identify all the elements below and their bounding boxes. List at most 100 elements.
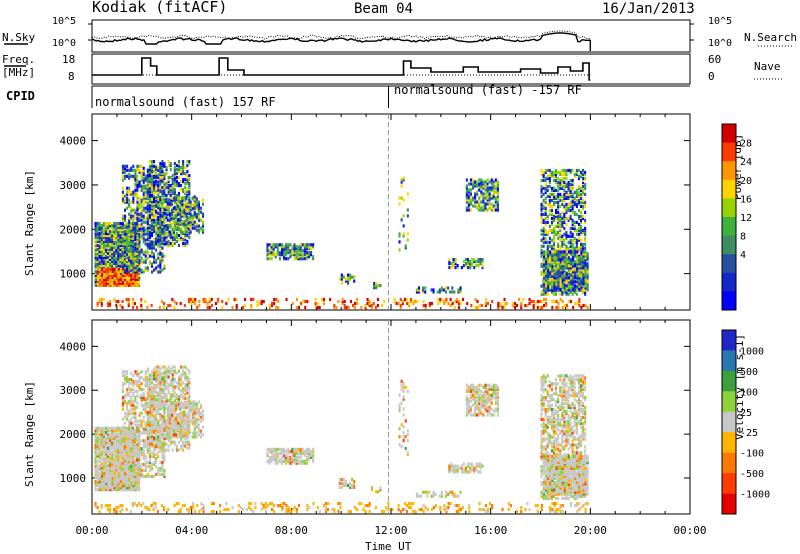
power-echo-cell bbox=[183, 204, 186, 208]
power-echo-cell bbox=[484, 301, 487, 306]
power-echo-cell bbox=[193, 213, 196, 217]
power-echo-cell bbox=[191, 215, 194, 219]
power-echo-cell bbox=[580, 214, 583, 218]
power-echo-cell bbox=[183, 210, 186, 214]
noise-search-line bbox=[91, 30, 591, 40]
power-echo-cell bbox=[128, 202, 131, 206]
power-echo-cell bbox=[155, 176, 158, 180]
power-echo-cell bbox=[151, 225, 154, 230]
velocity-echo-cell bbox=[97, 484, 100, 488]
power-echo-cell bbox=[144, 228, 147, 232]
power-echo-cell bbox=[494, 184, 497, 188]
power-echo-cell bbox=[570, 284, 573, 288]
power-echo-cell bbox=[101, 277, 104, 281]
power-echo-cell bbox=[445, 299, 448, 304]
power-echo-cell bbox=[138, 224, 141, 228]
power-echo-cell bbox=[557, 270, 560, 274]
power-echo-cell bbox=[402, 214, 405, 218]
power-echo-cell bbox=[136, 279, 139, 283]
power-echo-cell bbox=[582, 282, 585, 286]
power-echo-cell bbox=[549, 260, 552, 264]
velocity-echo-cell bbox=[119, 454, 122, 458]
power-echo-cell bbox=[550, 170, 553, 175]
velocity-echo-cell bbox=[117, 450, 120, 454]
power-echo-cell bbox=[178, 233, 181, 238]
power-echo-cell bbox=[167, 303, 170, 308]
power-echo-cell bbox=[584, 182, 587, 187]
power-echo-cell bbox=[121, 226, 124, 230]
power-echo-cell bbox=[113, 227, 116, 232]
power-echo-cell bbox=[586, 282, 589, 286]
power-echo-cell bbox=[128, 204, 131, 208]
power-echo-cell bbox=[548, 208, 551, 212]
power-echo-cell bbox=[569, 170, 572, 175]
power-echo-cell bbox=[113, 259, 116, 263]
power-echo-cell bbox=[187, 222, 190, 226]
power-echo-cell bbox=[175, 176, 178, 180]
power-echo-cell bbox=[186, 164, 189, 168]
power-echo-cell bbox=[173, 170, 176, 174]
power-echo-cell bbox=[103, 271, 106, 275]
power-echo-cell bbox=[283, 257, 286, 261]
power-echo-cell bbox=[98, 249, 101, 253]
power-echo-cell bbox=[561, 286, 564, 290]
power-echo-cell bbox=[573, 172, 576, 177]
velocity-echo-cell bbox=[101, 486, 104, 490]
power-echo-cell bbox=[171, 190, 174, 194]
power-echo-cell bbox=[545, 274, 548, 278]
power-echo-cell bbox=[469, 202, 472, 206]
velocity-echo-cell bbox=[103, 484, 106, 488]
power-echo-cell bbox=[157, 252, 160, 256]
power-echo-cell bbox=[173, 196, 176, 200]
power-echo-cell bbox=[312, 243, 315, 247]
velocity-echo-cell bbox=[128, 393, 131, 397]
power-echo-cell bbox=[119, 239, 122, 243]
power-echo-cell bbox=[406, 232, 409, 236]
power-echo-cell bbox=[136, 164, 139, 168]
velocity-echo-cell bbox=[124, 370, 127, 374]
power-echo-cell bbox=[195, 222, 198, 226]
power-echo-cell bbox=[575, 220, 578, 224]
power-echo-cell bbox=[182, 172, 185, 176]
power-echo-cell bbox=[549, 270, 552, 274]
power-echo-cell bbox=[124, 275, 127, 279]
power-echo-cell bbox=[557, 256, 560, 260]
power-echo-cell bbox=[151, 244, 154, 248]
power-echo-cell bbox=[544, 188, 547, 192]
power-echo-cell bbox=[94, 265, 97, 269]
power-echo-cell bbox=[563, 232, 566, 236]
power-echo-cell bbox=[151, 233, 154, 238]
power-echo-cell bbox=[185, 214, 188, 218]
power-echo-cell bbox=[555, 254, 558, 258]
power-echo-cell bbox=[186, 227, 189, 232]
power-echo-cell bbox=[551, 299, 554, 304]
power-echo-cell bbox=[544, 196, 547, 200]
power-echo-cell bbox=[477, 260, 480, 264]
power-echo-cell bbox=[553, 200, 556, 204]
power-echo-cell bbox=[586, 272, 589, 276]
power-echo-cell bbox=[142, 226, 145, 230]
power-echo-cell bbox=[573, 224, 576, 228]
power-echo-cell bbox=[559, 264, 562, 268]
velocity-echo-cell bbox=[121, 389, 124, 394]
power-echo-cell bbox=[557, 184, 560, 189]
power-echo-cell bbox=[157, 223, 160, 228]
power-echo-cell bbox=[103, 267, 106, 271]
power-echo-cell bbox=[406, 301, 409, 306]
power-echo-cell bbox=[128, 230, 131, 234]
power-echo-cell bbox=[448, 260, 451, 264]
power-echo-cell bbox=[469, 192, 472, 196]
power-echo-cell bbox=[134, 170, 137, 174]
power-echo-cell bbox=[465, 208, 468, 212]
power-echo-cell bbox=[175, 223, 178, 228]
power-echo-cell bbox=[563, 188, 566, 192]
power-echo-cell bbox=[557, 250, 560, 254]
power-echo-cell bbox=[278, 253, 281, 257]
power-echo-cell bbox=[231, 305, 234, 310]
power-echo-cell bbox=[105, 279, 108, 283]
velocity-echo-cell bbox=[117, 426, 120, 430]
power-echo-cell bbox=[285, 249, 288, 253]
power-echo-cell bbox=[270, 257, 273, 261]
velocity-echo-cell bbox=[104, 438, 107, 442]
power-echo-cell bbox=[540, 172, 543, 177]
